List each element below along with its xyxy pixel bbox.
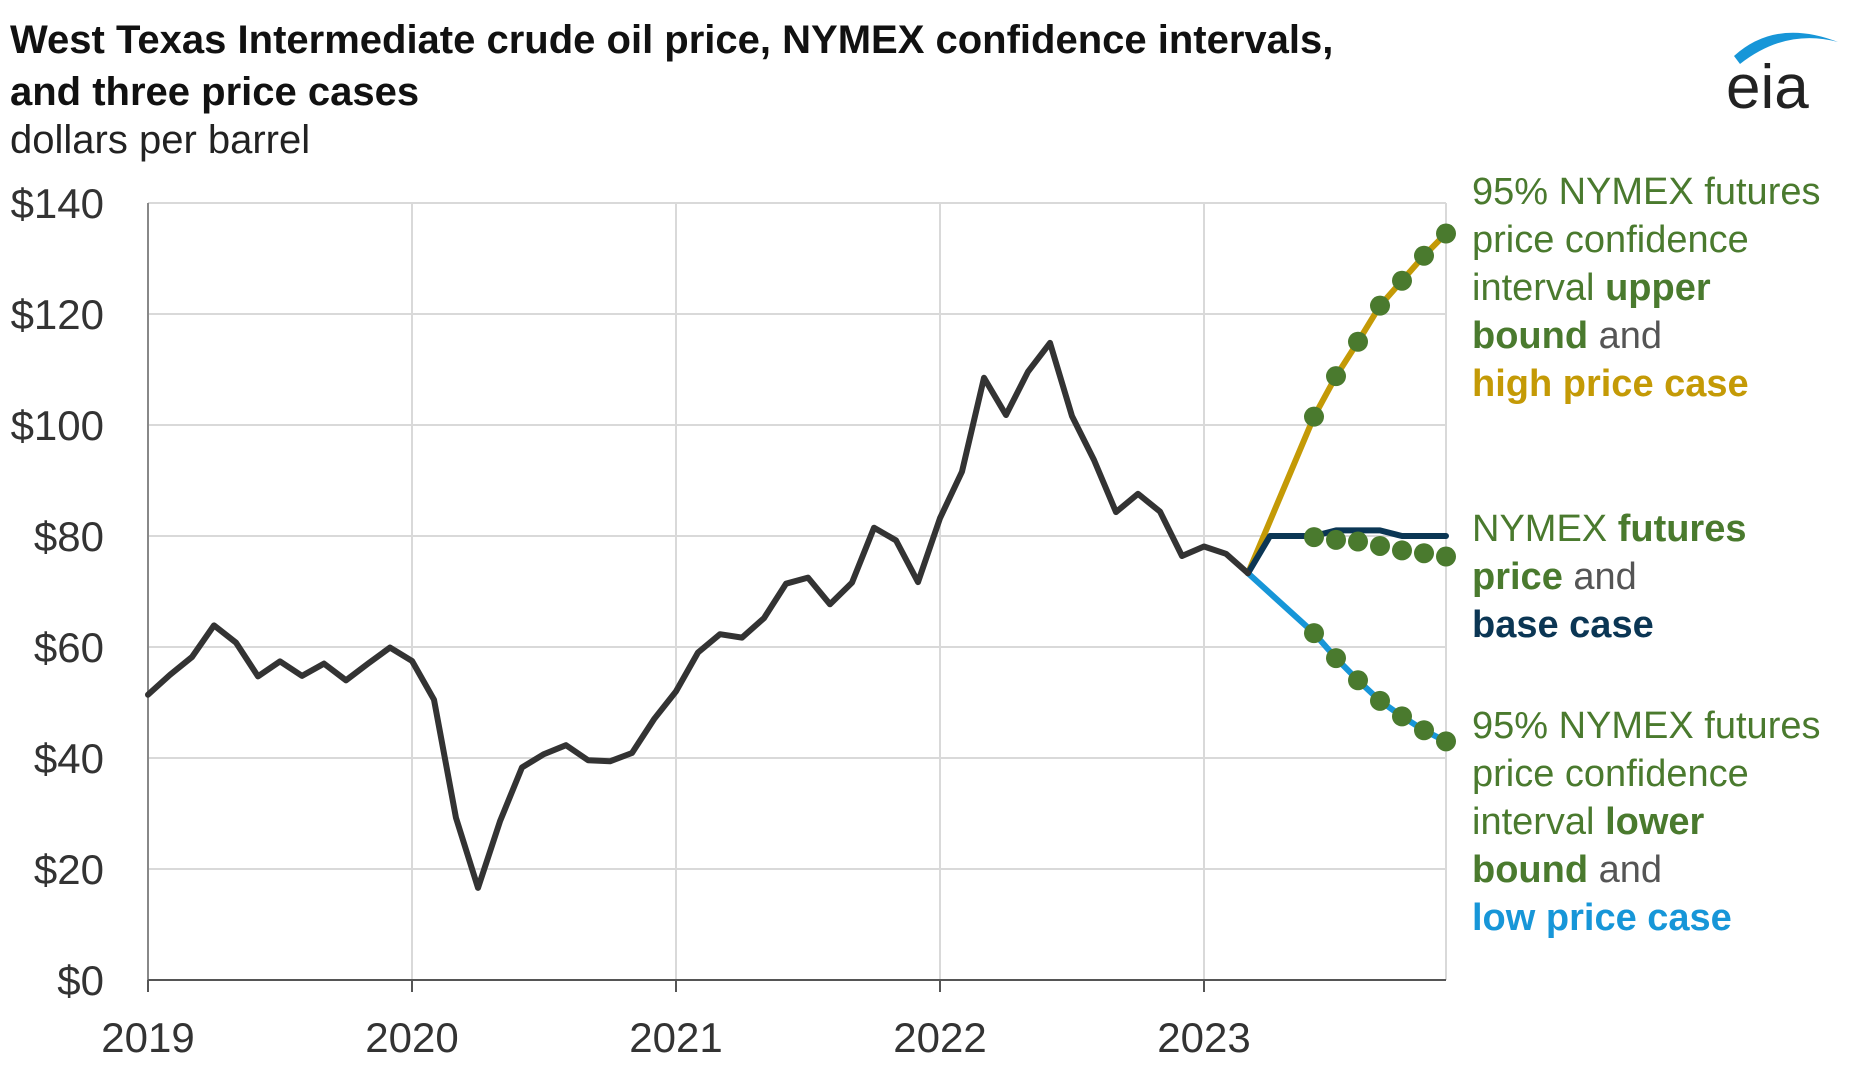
nymex-lower-bound-point <box>1370 690 1390 711</box>
low-case-line <box>1245 570 1449 745</box>
nymex-upper-bound-point <box>1348 331 1368 352</box>
y-tick-label: $60 <box>34 624 104 671</box>
annotation-lower-line2: price confidence <box>1472 753 1749 795</box>
y-tick-label: $0 <box>57 957 104 1004</box>
annotation-upper-line3b: upper <box>1605 267 1711 309</box>
base-case-line <box>1245 527 1449 577</box>
y-tick-label: $100 <box>11 402 104 449</box>
nymex-upper-bound-point <box>1326 366 1346 387</box>
nymex-upper-bound-point <box>1304 406 1324 427</box>
nymex-upper-bound-point <box>1392 270 1412 291</box>
high-case-line <box>1245 230 1449 577</box>
annotation-lower-line4a: bound <box>1472 849 1589 891</box>
chart-subtitle: dollars per barrel <box>10 118 311 162</box>
annotation-upper: 95% NYMEX futures price confidence inter… <box>1472 168 1820 408</box>
chart-axes <box>147 203 1446 992</box>
annotation-upper-line5: high price case <box>1472 363 1749 405</box>
series-lines <box>145 230 1449 891</box>
chart-title-line1: West Texas Intermediate crude oil price,… <box>10 18 1334 62</box>
nymex-futures-point <box>1392 540 1412 561</box>
annotation-base-line1a: NYMEX <box>1472 508 1618 550</box>
chart-grid <box>147 202 1447 981</box>
y-tick-label: $20 <box>34 846 104 893</box>
chart-title-line2: and three price cases <box>10 70 420 114</box>
y-tick-label: $40 <box>34 735 104 782</box>
y-axis-ticks: $0 $20 $40 $60 $80 $100 $120 $140 <box>11 180 104 1004</box>
annotation-base-line3: base case <box>1472 604 1654 646</box>
x-axis-ticks: 2019 2020 2021 2022 2023 <box>101 1014 1250 1061</box>
nymex-futures-point <box>1436 546 1456 567</box>
annotation-lower-line1: 95% NYMEX futures <box>1472 705 1821 747</box>
nymex-lower-bound-point <box>1304 623 1324 644</box>
nymex-dots <box>1304 223 1456 752</box>
annotation-lower-line5: low price case <box>1472 897 1732 939</box>
annotation-upper-line2: price confidence <box>1472 219 1749 261</box>
annotation-base: NYMEX futures price and base case <box>1472 505 1747 649</box>
annotation-lower: 95% NYMEX futures price confidence inter… <box>1472 702 1820 942</box>
x-tick-label: 2019 <box>101 1014 194 1061</box>
chart-title: West Texas Intermediate crude oil price,… <box>10 14 1333 118</box>
nymex-futures-point <box>1414 543 1434 564</box>
nymex-lower-bound-point <box>1392 706 1412 727</box>
nymex-futures-point <box>1370 535 1390 556</box>
y-tick-label: $120 <box>11 291 104 338</box>
nymex-upper-bound-point <box>1436 223 1456 244</box>
y-tick-label: $80 <box>34 513 104 560</box>
annotation-upper-line4a: bound <box>1472 315 1589 357</box>
x-tick-label: 2022 <box>893 1014 986 1061</box>
annotation-lower-line4b: and <box>1588 849 1663 891</box>
nymex-upper-bound-point <box>1370 295 1390 316</box>
annotation-lower-line3a: interval <box>1472 801 1606 843</box>
eia-logo: eia <box>1726 32 1838 120</box>
annotation-upper-line1: 95% NYMEX futures <box>1472 171 1821 213</box>
history-line <box>145 339 1251 891</box>
nymex-upper-bound-point <box>1414 245 1434 266</box>
annotation-base-line1b: futures <box>1617 508 1747 550</box>
nymex-futures-point <box>1326 529 1346 550</box>
eia-logo-text: eia <box>1726 53 1809 120</box>
nymex-lower-bound-point <box>1414 720 1434 741</box>
x-tick-label: 2023 <box>1157 1014 1250 1061</box>
annotation-base-line2a: price <box>1472 556 1563 598</box>
annotation-upper-line3a: interval <box>1472 267 1606 309</box>
annotation-lower-line3b: lower <box>1605 801 1705 843</box>
x-tick-label: 2021 <box>629 1014 722 1061</box>
nymex-lower-bound-point <box>1436 731 1456 752</box>
annotation-upper-line4b: and <box>1588 315 1663 357</box>
x-tick-label: 2020 <box>365 1014 458 1061</box>
y-tick-label: $140 <box>11 180 104 227</box>
annotation-base-line2b: and <box>1562 556 1637 598</box>
nymex-lower-bound-point <box>1348 670 1368 691</box>
nymex-futures-point <box>1304 527 1324 548</box>
nymex-lower-bound-point <box>1326 648 1346 669</box>
nymex-futures-point <box>1348 531 1368 552</box>
